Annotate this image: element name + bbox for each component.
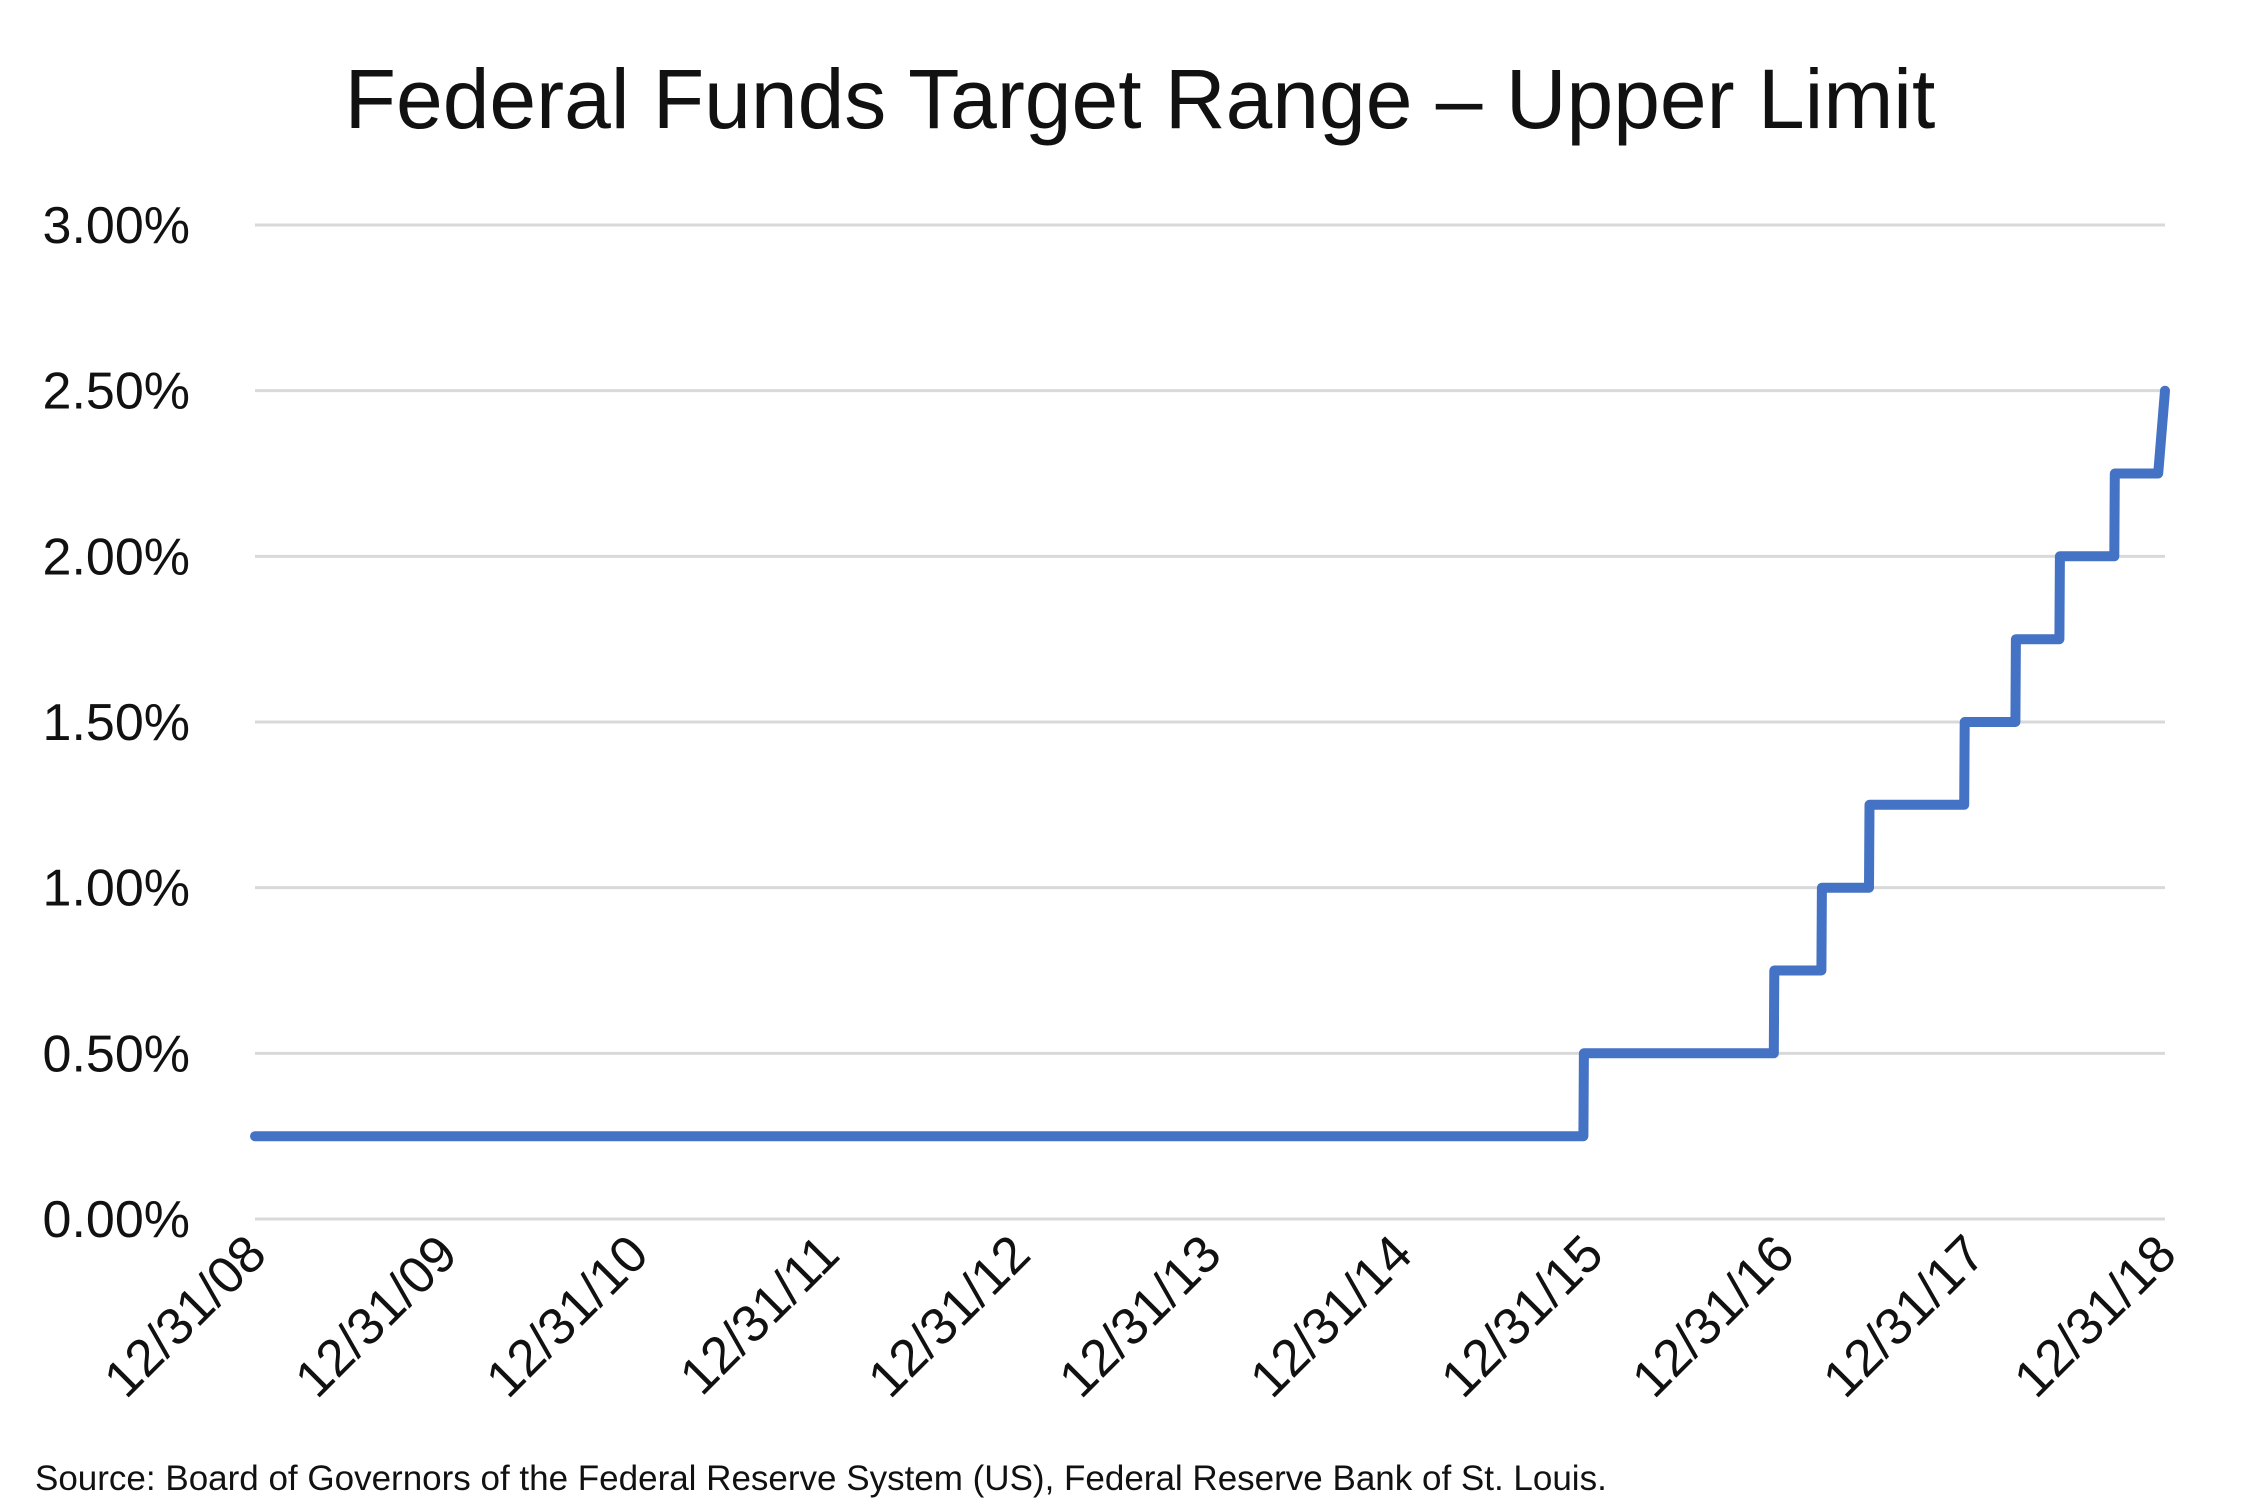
y-tick-label: 2.50% [43,363,190,421]
x-tick-label: 12/31/15 [1430,1224,1614,1408]
x-tick-label: 12/31/17 [1812,1224,1996,1408]
x-tick-label: 12/31/11 [669,1224,850,1405]
chart-title: Federal Funds Target Range – Upper Limit [345,52,1936,146]
x-tick-label: 12/31/16 [1621,1224,1805,1408]
x-tick-label: 12/31/10 [475,1224,659,1408]
x-tick-label: 12/31/09 [284,1224,468,1408]
series-layer [250,385,2170,1142]
y-tick-label: 2.00% [43,528,190,586]
series-line [250,385,2170,1142]
x-tick-label: 12/31/14 [1239,1224,1423,1408]
x-tick-label: 12/31/13 [1048,1224,1232,1408]
x-tick-label: 12/31/08 [93,1224,277,1408]
y-axis-ticks: 0.00% 0.50% 1.00% 1.50% 2.00% 2.50% 3.00% [43,197,190,1249]
y-tick-label: 0.00% [43,1191,190,1249]
grid-lines [255,223,2165,1221]
y-tick-label: 0.50% [43,1025,190,1083]
y-tick-label: 1.50% [43,694,190,752]
x-tick-label: 12/31/18 [2003,1224,2187,1408]
y-tick-label: 1.00% [43,860,190,918]
x-tick-label: 12/31/12 [857,1224,1041,1408]
y-tick-label: 3.00% [43,197,190,255]
source-note: Source: Board of Governors of the Federa… [35,1459,1607,1498]
x-axis-ticks: 12/31/08 12/31/09 12/31/10 12/31/11 12/31/12… [93,1224,2187,1408]
